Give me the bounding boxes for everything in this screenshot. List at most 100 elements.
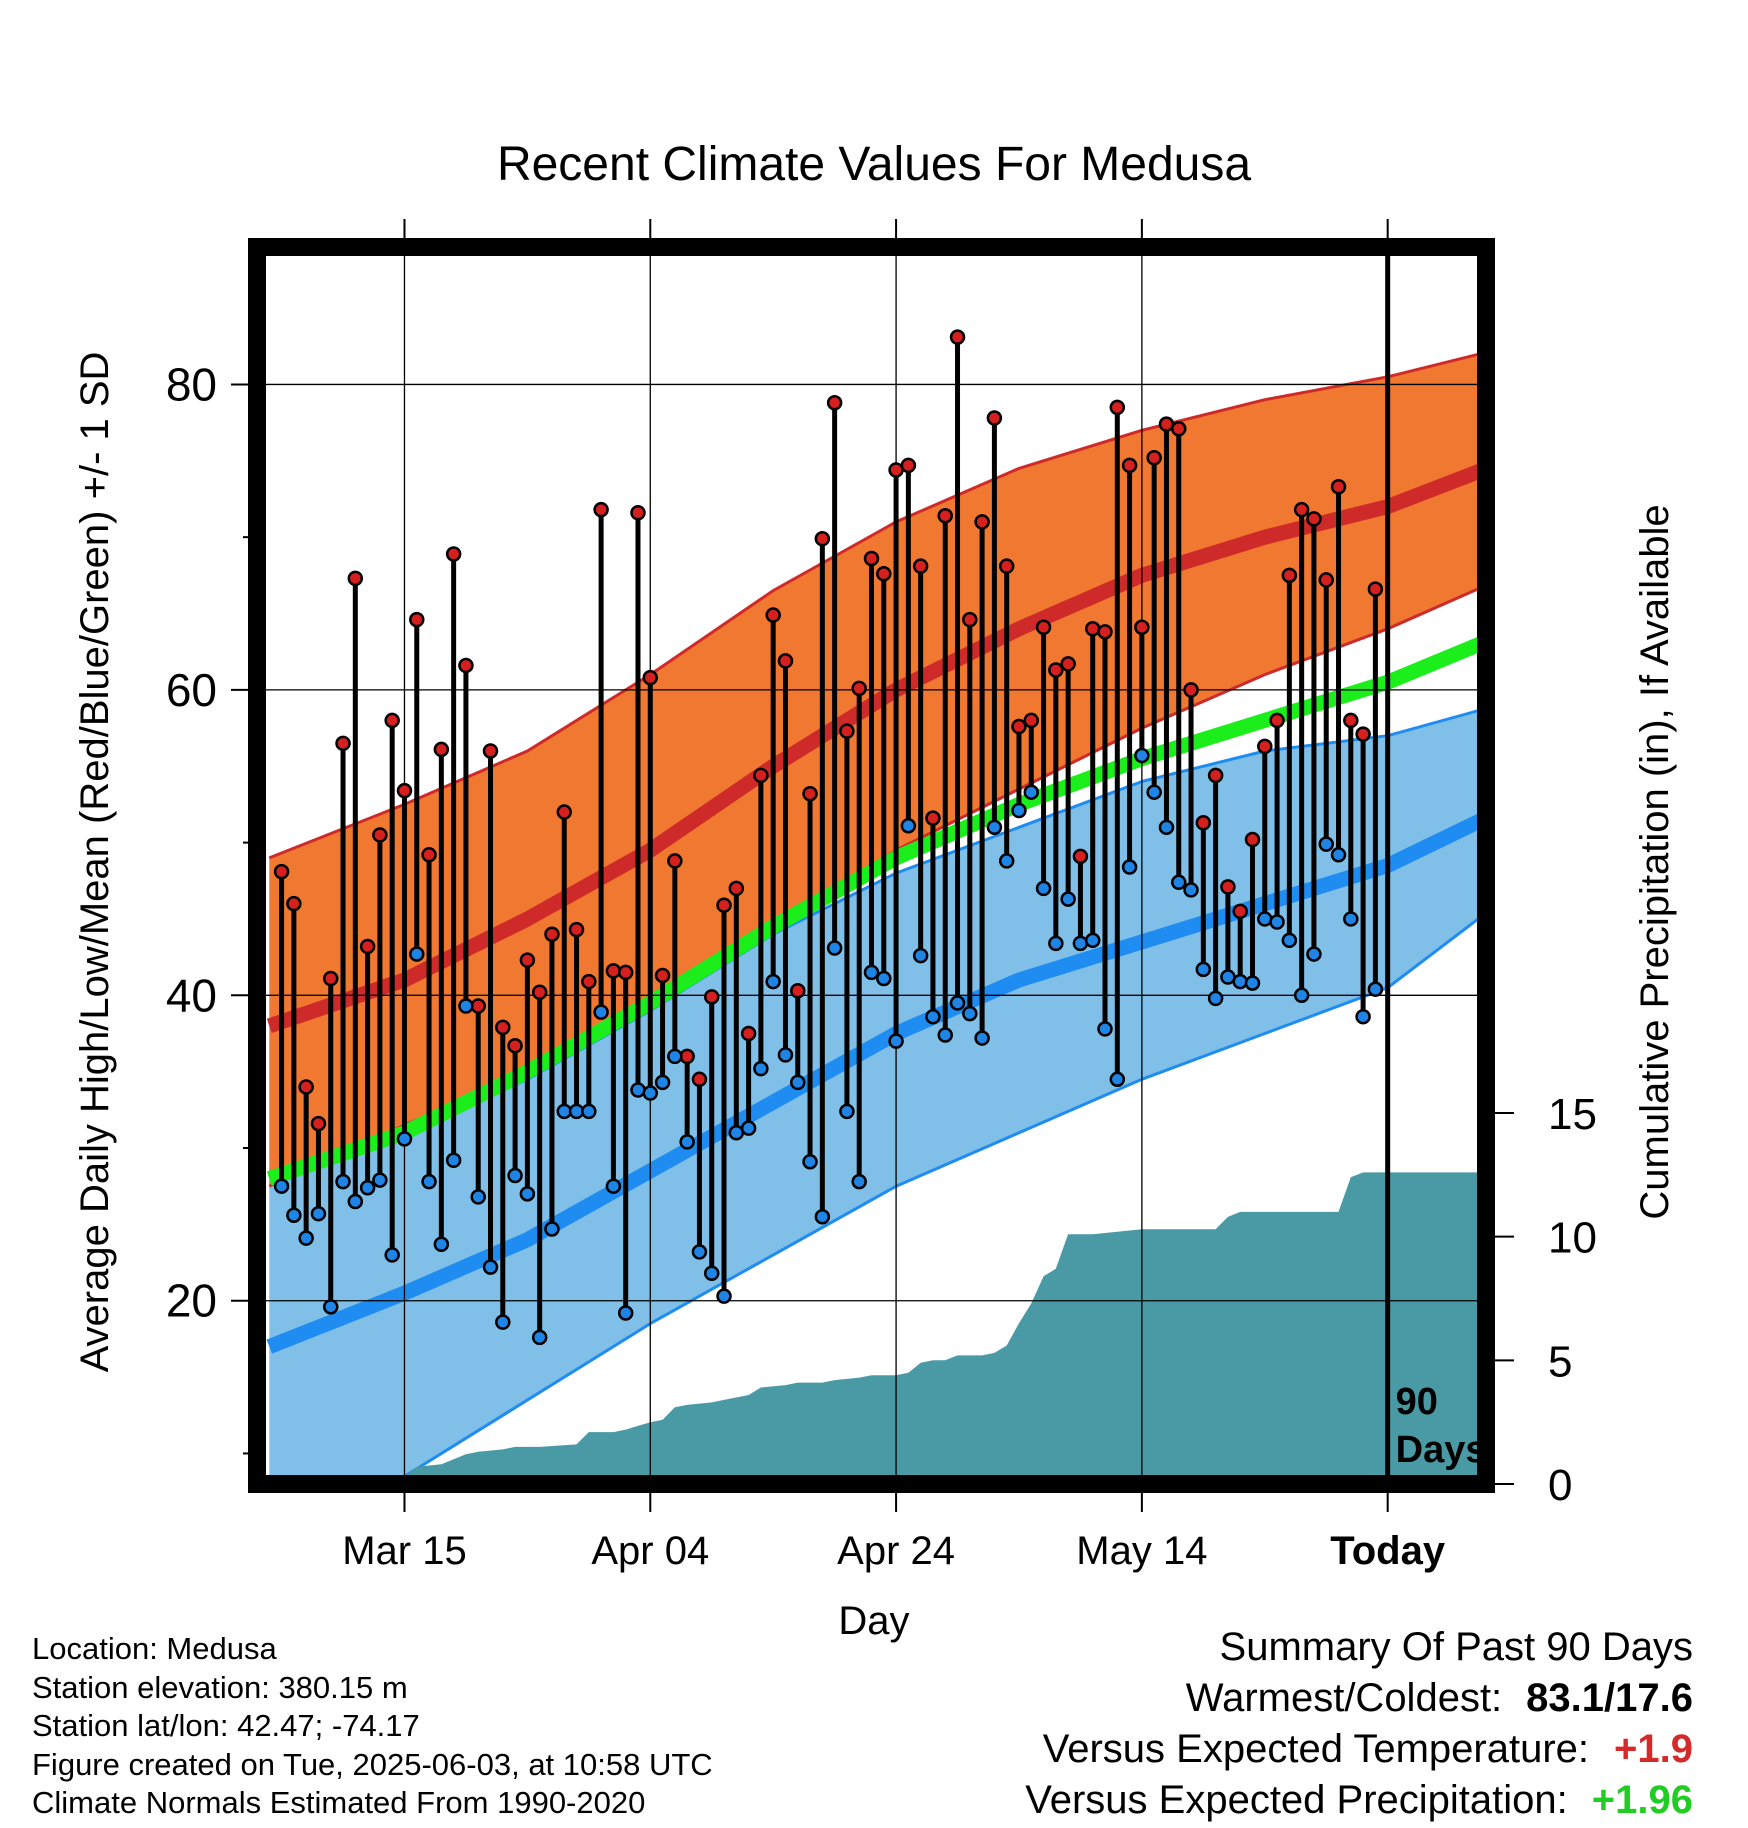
high-temp-point — [384, 712, 400, 729]
high-temp-point — [1097, 624, 1113, 640]
low-temp-point — [703, 1265, 720, 1282]
low-temp-point — [1121, 859, 1138, 875]
low-temp-point — [335, 1173, 351, 1190]
high-temp-point — [777, 653, 794, 669]
low-temp-point — [1011, 802, 1027, 819]
daily-dots — [273, 329, 1384, 1346]
low-temp-point — [470, 1189, 486, 1205]
high-temp-point — [1048, 662, 1064, 678]
temp-row: Versus Expected Temperature: +1.9 — [1025, 1724, 1693, 1775]
low-temp-point — [642, 1085, 659, 1101]
high-temp-point — [642, 669, 659, 686]
y2-tick-label: 5 — [1548, 1337, 1572, 1386]
high-temp-point — [359, 938, 376, 955]
high-temp-point — [925, 810, 941, 826]
high-temp-point — [1109, 399, 1126, 416]
high-temp-point — [863, 550, 880, 567]
low-temp-point — [544, 1221, 560, 1237]
high-temp-point — [1232, 903, 1248, 920]
high-temp-point — [568, 921, 585, 938]
low-temp-point — [876, 970, 892, 987]
high-temp-point — [667, 853, 683, 869]
low-temp-point — [1035, 880, 1052, 897]
low-temp-point — [900, 818, 917, 834]
high-temp-point — [998, 558, 1015, 574]
high-temp-point — [826, 395, 843, 411]
high-temp-point — [802, 785, 818, 802]
high-temp-point — [691, 1071, 708, 1088]
low-temp-point — [433, 1236, 450, 1252]
plot-frame — [248, 238, 1495, 1493]
low-temp-point — [667, 1048, 683, 1065]
low-temp-point — [396, 1131, 413, 1147]
high-temp-point — [765, 607, 781, 623]
high-temp-point — [273, 863, 290, 880]
high-temp-point — [544, 926, 560, 942]
elevation-text: Station elevation: 380.15 m — [32, 1669, 408, 1705]
high-temp-point — [1060, 656, 1076, 672]
low-temp-point — [949, 995, 966, 1011]
high-temp-point — [1257, 738, 1273, 755]
precip-label: Versus Expected Precipitation: — [1025, 1778, 1568, 1822]
low-temp-point — [519, 1186, 536, 1202]
high-temp-point — [1355, 726, 1371, 742]
high-temp-point — [593, 501, 609, 518]
low-temp-point — [1060, 891, 1076, 907]
low-temp-point — [298, 1230, 314, 1246]
high-temp-point — [519, 952, 536, 968]
axes: 20 40 60 80 0 5 10 15 Mar 15 Apr 04 Apr 24 May 14 To… — [166, 219, 1597, 1573]
high-temp-point — [1146, 449, 1162, 466]
high-temp-point — [1011, 718, 1027, 735]
high-temp-point — [1195, 814, 1212, 831]
low-temp-point — [1367, 981, 1384, 997]
x-tick-label: Mar 15 — [342, 1529, 467, 1573]
y-tick-label: 60 — [166, 664, 217, 716]
low-temp-point — [986, 819, 1003, 836]
high-temp-point — [1183, 682, 1199, 698]
low-temp-point — [1109, 1071, 1126, 1088]
high-temp-point — [556, 804, 572, 820]
y-axis-label: Average Daily High/Low/Mean (Red/Blue/Gr… — [73, 352, 117, 1373]
y-tick-label: 40 — [166, 969, 217, 1021]
low-temp-point — [630, 1082, 646, 1098]
x-tick-label: Apr 24 — [837, 1529, 955, 1573]
high-temp-point — [839, 723, 855, 739]
high-temp-point — [1269, 712, 1285, 729]
high-temp-point — [433, 741, 450, 758]
high-temp-point — [322, 970, 339, 987]
high-temp-point — [900, 457, 917, 474]
low-temp-point — [1207, 990, 1224, 1007]
precip-value: +1.96 — [1591, 1778, 1693, 1822]
high-temp-point — [458, 657, 474, 674]
warmest-coldest-row: Warmest/Coldest: 83.1/17.6 — [1025, 1673, 1693, 1724]
low-temp-point — [851, 1173, 867, 1190]
plot-inner — [257, 247, 1486, 1484]
x-axis-label: Day — [838, 1599, 909, 1643]
high-temp-point — [335, 735, 351, 752]
low-temp-point — [740, 1120, 757, 1136]
high-temp-point — [1072, 848, 1089, 865]
high-temp-point — [372, 827, 388, 843]
low-temp-point — [445, 1152, 462, 1168]
low-temp-point — [679, 1134, 695, 1150]
low-temp-point — [1158, 819, 1175, 836]
high-temp-point — [986, 410, 1003, 426]
low-temp-point — [1306, 946, 1322, 962]
high-temp-point — [507, 1037, 523, 1054]
high-temp-point — [949, 329, 966, 345]
high-temp-point — [1134, 619, 1150, 636]
warmest-coldest-value: 83.1/17.6 — [1526, 1676, 1693, 1720]
high-temp-point — [482, 743, 499, 759]
low-temp-point — [458, 998, 474, 1014]
high-temp-point — [728, 880, 745, 897]
low-temp-point — [507, 1167, 523, 1184]
low-temp-point — [605, 1178, 622, 1194]
low-temp-point — [1355, 1008, 1371, 1025]
high-temp-point — [703, 989, 720, 1005]
station-info: Location: Medusa Station elevation: 380.… — [32, 1630, 713, 1823]
high-temp-point — [421, 847, 437, 863]
high-temp-point — [1343, 712, 1359, 729]
low-temp-point — [581, 1103, 597, 1120]
high-temp-point — [286, 895, 302, 912]
low-temp-point — [1171, 874, 1187, 891]
